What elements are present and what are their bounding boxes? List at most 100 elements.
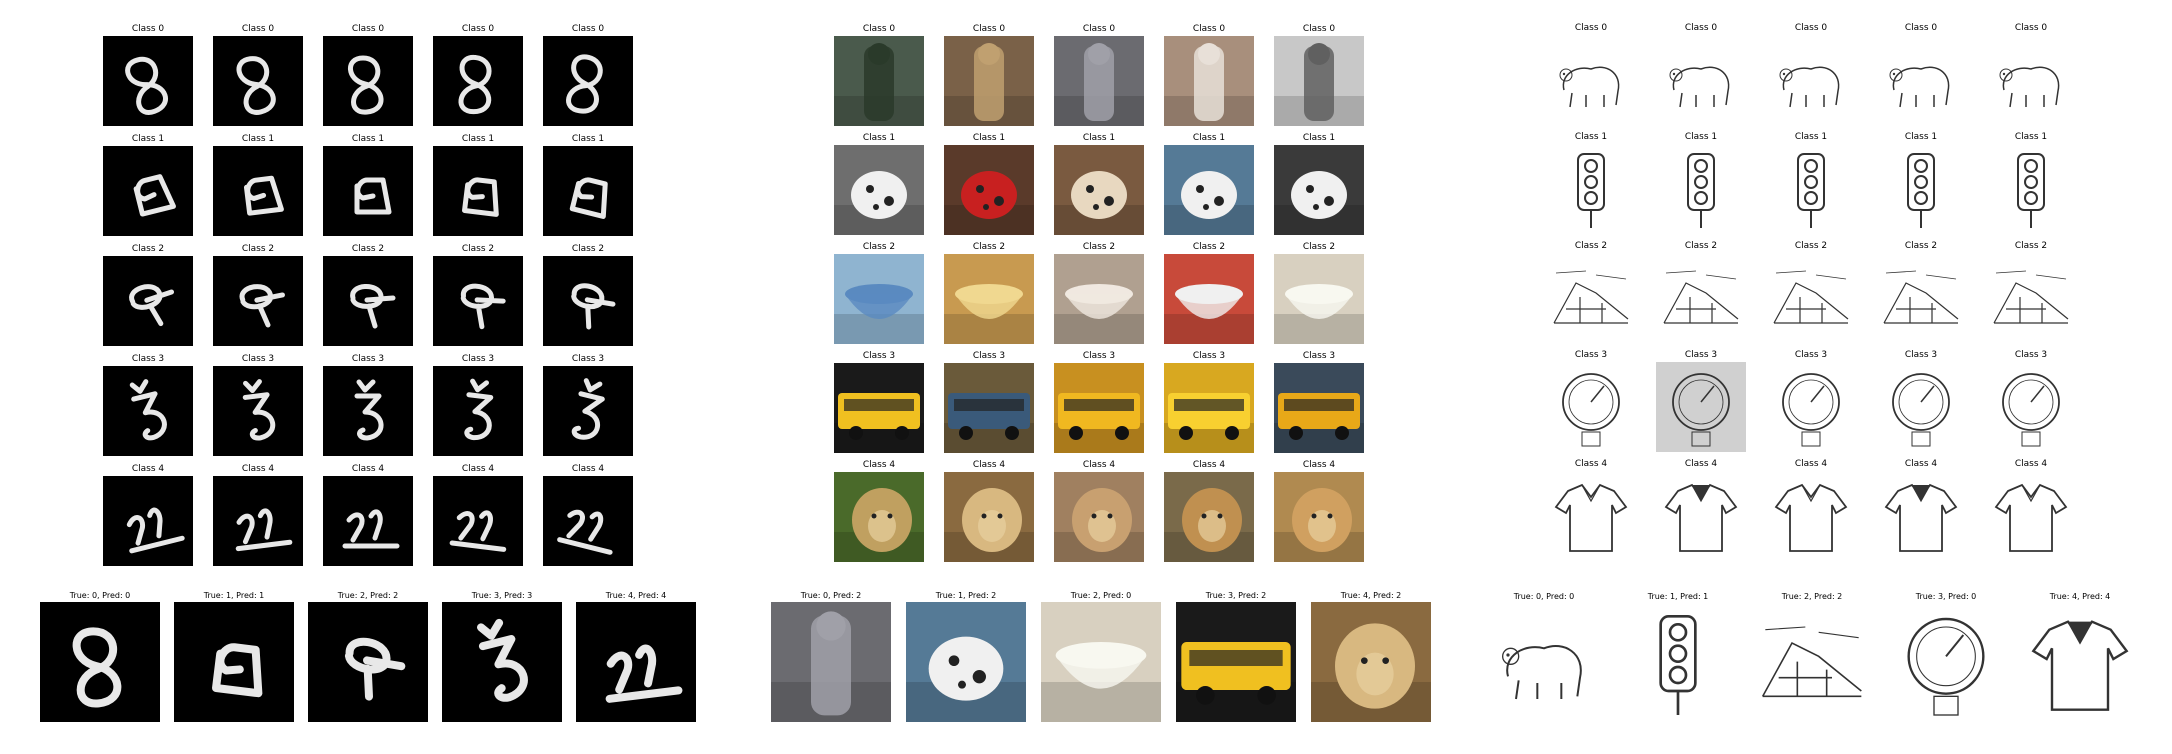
- omniglot-sample-image: [103, 366, 193, 456]
- cell-class-label: Class 2: [543, 243, 633, 255]
- cell-class-label: Class 3: [1876, 349, 1966, 361]
- photo-support-cell: Class 4: [944, 459, 1034, 471]
- photo-panel: Class 0 Class 0 Class 0 Class 0 Class 0 …: [760, 0, 1460, 754]
- cell-class-label: Class 3: [1656, 349, 1746, 361]
- sketch-support-cell: Class 0: [1656, 22, 1746, 34]
- cell-class-label: Class 0: [1274, 23, 1364, 35]
- cell-class-label: Class 2: [1656, 240, 1746, 252]
- omniglot-sample-image: [543, 366, 633, 456]
- cell-class-label: Class 3: [1274, 350, 1364, 362]
- cell-class-label: Class 3: [1164, 350, 1254, 362]
- omniglot-query-image: [308, 602, 428, 722]
- sketch-sample-image: [1876, 362, 1966, 452]
- cell-class-label: Class 4: [433, 463, 523, 475]
- sketch-support-cell: Class 0: [1766, 22, 1856, 34]
- omniglot-sample-image: [433, 256, 523, 346]
- photo-sample-image: [1274, 254, 1364, 344]
- photo-support-cell: Class 1: [1164, 132, 1254, 144]
- omniglot-sample-image: [323, 146, 413, 236]
- omniglot-support-cell: Class 4: [543, 463, 633, 475]
- cell-class-label: Class 0: [213, 23, 303, 35]
- sketch-sample-image: [1876, 144, 1966, 234]
- sketch-support-cell: Class 1: [1876, 131, 1966, 143]
- cell-class-label: Class 0: [1164, 23, 1254, 35]
- omniglot-support-cell: Class 1: [543, 133, 633, 145]
- photo-support-cell: Class 0: [1054, 23, 1144, 35]
- photo-support-cell: Class 0: [1274, 23, 1364, 35]
- photo-support-cell: Class 3: [944, 350, 1034, 362]
- sketch-sample-image: [1546, 144, 1636, 234]
- query-prediction-label: True: 2, Pred: 0: [1041, 590, 1161, 601]
- omniglot-query-image: [40, 602, 160, 722]
- photo-sample-image: [1164, 145, 1254, 235]
- sketch-support-cell: Class 1: [1986, 131, 2076, 143]
- query-prediction-label: True: 3, Pred: 0: [1886, 591, 2006, 602]
- cell-class-label: Class 3: [1986, 349, 2076, 361]
- photo-support-cell: Class 3: [834, 350, 924, 362]
- cell-class-label: Class 0: [834, 23, 924, 35]
- omniglot-sample-image: [543, 146, 633, 236]
- omniglot-support-cell: Class 0: [433, 23, 523, 35]
- omniglot-sample-image: [543, 256, 633, 346]
- photo-sample-image: [1054, 145, 1144, 235]
- sketch-query-cell: True: 2, Pred: 2: [1752, 591, 1872, 602]
- omniglot-support-cell: Class 3: [103, 353, 193, 365]
- sketch-sample-image: [1766, 253, 1856, 343]
- cell-class-label: Class 1: [1656, 131, 1746, 143]
- omniglot-support-cell: Class 4: [433, 463, 523, 475]
- photo-support-cell: Class 3: [1164, 350, 1254, 362]
- query-prediction-label: True: 2, Pred: 2: [308, 590, 428, 601]
- cell-class-label: Class 4: [944, 459, 1034, 471]
- omniglot-query-cell: True: 2, Pred: 2: [308, 590, 428, 601]
- photo-sample-image: [1164, 36, 1254, 126]
- omniglot-sample-image: [213, 36, 303, 126]
- photo-query-image: [906, 602, 1026, 722]
- cell-class-label: Class 4: [1656, 458, 1746, 470]
- cell-class-label: Class 0: [944, 23, 1034, 35]
- cell-class-label: Class 2: [1986, 240, 2076, 252]
- photo-support-cell: Class 2: [1164, 241, 1254, 253]
- omniglot-support-cell: Class 4: [323, 463, 413, 475]
- omniglot-support-cell: Class 3: [323, 353, 413, 365]
- omniglot-query-image: [442, 602, 562, 722]
- cell-class-label: Class 0: [543, 23, 633, 35]
- photo-sample-image: [944, 145, 1034, 235]
- sketch-sample-image: [1766, 471, 1856, 561]
- cell-class-label: Class 1: [944, 132, 1034, 144]
- sketch-query-cell: True: 4, Pred: 4: [2020, 591, 2140, 602]
- sketch-support-cell: Class 4: [1766, 458, 1856, 470]
- cell-class-label: Class 1: [1986, 131, 2076, 143]
- sketch-sample-image: [1656, 471, 1746, 561]
- omniglot-sample-image: [433, 36, 523, 126]
- photo-support-cell: Class 2: [1054, 241, 1144, 253]
- omniglot-query-cell: True: 1, Pred: 1: [174, 590, 294, 601]
- omniglot-query-cell: True: 4, Pred: 4: [576, 590, 696, 601]
- sketch-sample-image: [1546, 253, 1636, 343]
- cell-class-label: Class 3: [213, 353, 303, 365]
- omniglot-query-cell: True: 3, Pred: 3: [442, 590, 562, 601]
- omniglot-support-cell: Class 2: [543, 243, 633, 255]
- query-prediction-label: True: 0, Pred: 0: [40, 590, 160, 601]
- photo-sample-image: [1274, 363, 1364, 453]
- omniglot-sample-image: [103, 476, 193, 566]
- omniglot-support-cell: Class 2: [213, 243, 303, 255]
- omniglot-sample-image: [103, 146, 193, 236]
- cell-class-label: Class 0: [1546, 22, 1636, 34]
- photo-support-cell: Class 2: [944, 241, 1034, 253]
- sketch-query-image: [1886, 603, 2006, 723]
- photo-support-cell: Class 1: [1054, 132, 1144, 144]
- cell-class-label: Class 4: [1274, 459, 1364, 471]
- photo-query-cell: True: 4, Pred: 2: [1311, 590, 1431, 601]
- cell-class-label: Class 3: [834, 350, 924, 362]
- cell-class-label: Class 2: [834, 241, 924, 253]
- sketch-sample-image: [1986, 471, 2076, 561]
- sketch-support-cell: Class 4: [1546, 458, 1636, 470]
- cell-class-label: Class 2: [1164, 241, 1254, 253]
- sketch-sample-image: [1876, 253, 1966, 343]
- cell-class-label: Class 1: [1054, 132, 1144, 144]
- cell-class-label: Class 4: [1766, 458, 1856, 470]
- photo-sample-image: [1054, 363, 1144, 453]
- cell-class-label: Class 3: [944, 350, 1034, 362]
- cell-class-label: Class 1: [1766, 131, 1856, 143]
- sketch-panel: Class 0 Class 0 Class 0 Class 0 Class 0 …: [1500, 0, 2172, 754]
